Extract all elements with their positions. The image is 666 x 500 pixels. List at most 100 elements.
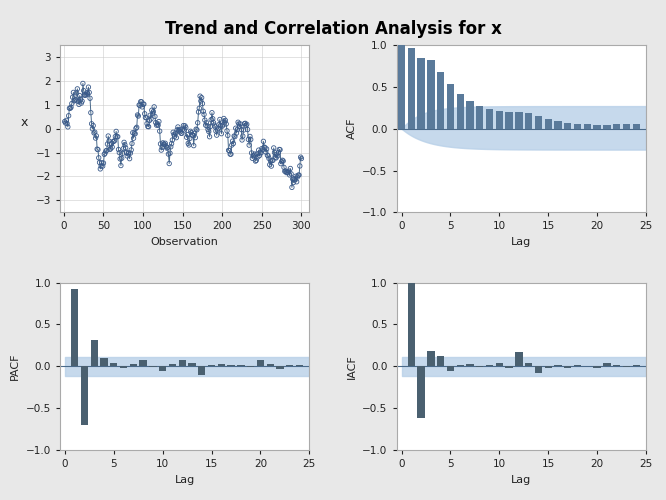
Point <box>268 144 279 152</box>
Bar <box>257 360 264 366</box>
Point <box>206 108 217 116</box>
Point <box>277 156 288 164</box>
Point <box>79 91 90 99</box>
Point <box>285 164 296 172</box>
Point <box>250 157 261 165</box>
Point <box>71 96 81 104</box>
Point <box>105 146 115 154</box>
Point <box>75 95 86 103</box>
Point <box>272 150 282 158</box>
Point <box>215 122 226 130</box>
Point <box>200 121 211 129</box>
Point <box>163 150 174 158</box>
Point <box>107 143 117 151</box>
Point <box>230 132 240 140</box>
Bar <box>427 352 434 366</box>
Bar <box>593 366 601 368</box>
Bar <box>583 124 591 128</box>
Point <box>292 173 303 181</box>
Point <box>235 120 246 128</box>
Point <box>270 154 280 162</box>
Point <box>221 120 232 128</box>
Bar <box>266 364 274 366</box>
Bar <box>437 356 444 366</box>
Point <box>99 150 110 158</box>
Bar <box>515 352 523 366</box>
Point <box>90 134 101 142</box>
Point <box>248 151 259 159</box>
X-axis label: Lag: Lag <box>511 474 531 484</box>
Point <box>98 159 109 167</box>
Point <box>111 128 121 136</box>
Bar <box>408 282 415 366</box>
Point <box>274 146 284 154</box>
Point <box>202 126 213 134</box>
Point <box>296 154 307 162</box>
Point <box>77 97 87 105</box>
Point <box>288 175 298 183</box>
Point <box>151 118 161 126</box>
Point <box>251 156 262 164</box>
Point <box>288 178 299 186</box>
Point <box>63 123 73 131</box>
Y-axis label: x: x <box>21 116 28 128</box>
Point <box>239 120 250 128</box>
Bar <box>149 366 157 367</box>
Point <box>60 119 71 127</box>
Point <box>181 134 192 141</box>
Point <box>225 150 236 158</box>
Point <box>101 147 111 155</box>
Point <box>109 138 119 145</box>
Point <box>182 130 192 138</box>
Point <box>248 152 258 160</box>
Point <box>93 146 103 154</box>
Point <box>62 120 73 128</box>
Point <box>125 154 135 162</box>
Point <box>286 184 297 192</box>
Bar <box>198 366 205 374</box>
Bar <box>603 126 611 128</box>
Point <box>240 122 251 130</box>
Point <box>230 124 241 132</box>
Bar <box>525 363 532 366</box>
Point <box>290 176 300 184</box>
Point <box>178 122 188 130</box>
Bar <box>408 48 415 128</box>
Point <box>196 97 206 105</box>
Bar <box>120 366 127 368</box>
Bar <box>613 124 620 128</box>
Point <box>133 112 144 120</box>
Point <box>295 153 306 161</box>
Point <box>92 145 103 153</box>
Point <box>88 122 99 130</box>
Point <box>121 148 132 156</box>
Point <box>144 116 155 124</box>
Point <box>147 106 157 114</box>
Bar <box>535 366 542 373</box>
Point <box>65 104 75 112</box>
Point <box>213 124 224 132</box>
Point <box>290 172 301 180</box>
Point <box>85 94 95 102</box>
Point <box>204 132 215 140</box>
Point <box>157 144 167 152</box>
Bar <box>554 121 561 128</box>
Bar <box>91 340 98 366</box>
Point <box>61 116 72 124</box>
Point <box>176 129 187 137</box>
Point <box>253 146 264 154</box>
Bar <box>437 72 444 128</box>
Point <box>193 108 204 116</box>
Point <box>154 118 165 126</box>
Point <box>205 122 216 130</box>
Point <box>229 132 240 140</box>
Point <box>112 133 123 141</box>
Point <box>186 128 196 136</box>
Point <box>145 111 156 119</box>
Bar <box>564 366 571 368</box>
Point <box>130 130 141 138</box>
Point <box>67 93 78 101</box>
Point <box>117 150 128 158</box>
Point <box>89 128 100 136</box>
Point <box>87 120 97 128</box>
